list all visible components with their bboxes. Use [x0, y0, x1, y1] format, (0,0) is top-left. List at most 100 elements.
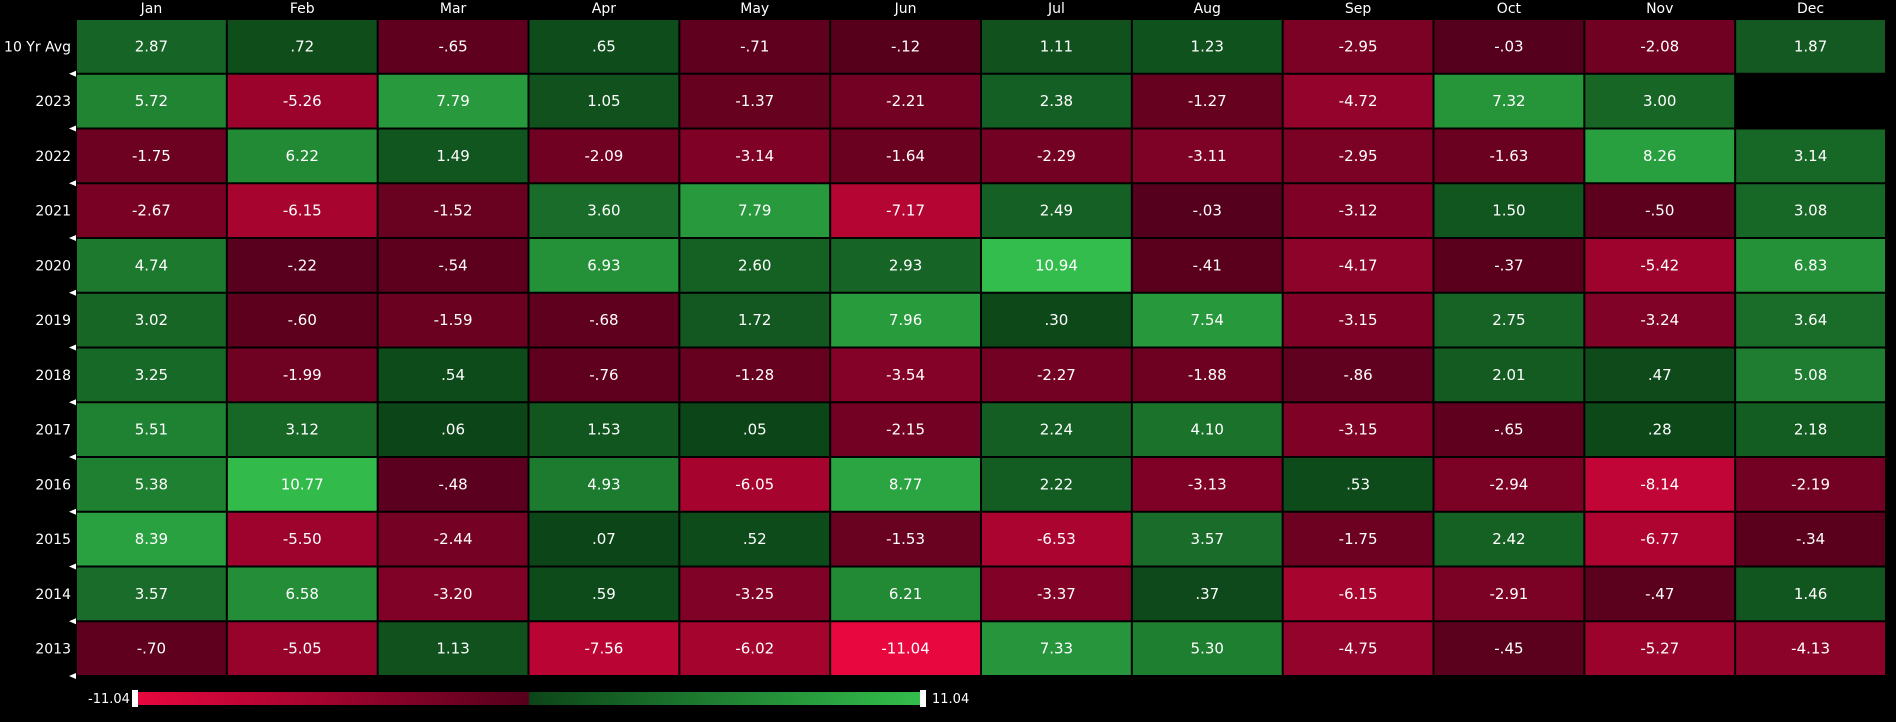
cell-2022-nov[interactable]: [1585, 129, 1735, 183]
cell-2022-dec[interactable]: [1736, 129, 1885, 183]
cell-10-yr-avg-may[interactable]: [680, 20, 830, 73]
cell-2013-dec[interactable]: [1736, 622, 1885, 675]
cell-2022-aug[interactable]: [1132, 129, 1282, 183]
cell-2020-oct[interactable]: [1434, 239, 1584, 292]
cell-2013-oct[interactable]: [1434, 622, 1584, 675]
cell-2021-jul[interactable]: [982, 184, 1131, 237]
cell-2022-jan[interactable]: [77, 129, 226, 183]
cell-2021-may[interactable]: [680, 184, 830, 237]
cell-2015-jan[interactable]: [77, 512, 226, 566]
cell-2023-may[interactable]: [680, 74, 830, 128]
cell-2014-aug[interactable]: [1132, 567, 1282, 621]
cell-2022-feb[interactable]: [227, 129, 377, 183]
cell-2020-apr[interactable]: [529, 239, 679, 292]
cell-2013-jan[interactable]: [77, 622, 226, 675]
cell-2016-jun[interactable]: [831, 458, 980, 511]
cell-2017-nov[interactable]: [1585, 403, 1735, 456]
cell-2021-nov[interactable]: [1585, 184, 1735, 237]
cell-2014-sep[interactable]: [1283, 567, 1433, 621]
cell-2023-sep[interactable]: [1283, 74, 1433, 128]
cell-2019-jul[interactable]: [982, 293, 1131, 347]
cell-2023-jul[interactable]: [982, 74, 1131, 128]
cell-10-yr-avg-jul[interactable]: [982, 20, 1131, 73]
cell-2016-dec[interactable]: [1736, 458, 1885, 511]
cell-2014-nov[interactable]: [1585, 567, 1735, 621]
cell-2023-aug[interactable]: [1132, 74, 1282, 128]
cell-2020-sep[interactable]: [1283, 239, 1433, 292]
cell-2017-sep[interactable]: [1283, 403, 1433, 456]
cell-2014-oct[interactable]: [1434, 567, 1584, 621]
cell-2017-feb[interactable]: [227, 403, 377, 456]
cell-10-yr-avg-sep[interactable]: [1283, 20, 1433, 73]
cell-2018-jul[interactable]: [982, 348, 1131, 402]
cell-2019-apr[interactable]: [529, 293, 679, 347]
cell-2022-oct[interactable]: [1434, 129, 1584, 183]
cell-10-yr-avg-apr[interactable]: [529, 20, 679, 73]
cell-2014-jun[interactable]: [831, 567, 980, 621]
cell-2014-jan[interactable]: [77, 567, 226, 621]
cell-2019-jan[interactable]: [77, 293, 226, 347]
cell-2017-dec[interactable]: [1736, 403, 1885, 456]
cell-2018-mar[interactable]: [378, 348, 528, 402]
cell-10-yr-avg-dec[interactable]: [1736, 20, 1885, 73]
cell-2014-may[interactable]: [680, 567, 830, 621]
cell-2023-oct[interactable]: [1434, 74, 1584, 128]
cell-2019-feb[interactable]: [227, 293, 377, 347]
cell-2020-mar[interactable]: [378, 239, 528, 292]
cell-2018-apr[interactable]: [529, 348, 679, 402]
cell-2022-apr[interactable]: [529, 129, 679, 183]
cell-2013-jul[interactable]: [982, 622, 1131, 675]
cell-2020-nov[interactable]: [1585, 239, 1735, 292]
cell-2013-nov[interactable]: [1585, 622, 1735, 675]
cell-2013-may[interactable]: [680, 622, 830, 675]
cell-2022-may[interactable]: [680, 129, 830, 183]
cell-2019-oct[interactable]: [1434, 293, 1584, 347]
cell-2021-aug[interactable]: [1132, 184, 1282, 237]
cell-2023-feb[interactable]: [227, 74, 377, 128]
cell-2019-mar[interactable]: [378, 293, 528, 347]
cell-2016-sep[interactable]: [1283, 458, 1433, 511]
cell-10-yr-avg-aug[interactable]: [1132, 20, 1282, 73]
cell-10-yr-avg-feb[interactable]: [227, 20, 377, 73]
cell-2015-may[interactable]: [680, 512, 830, 566]
cell-2020-feb[interactable]: [227, 239, 377, 292]
cell-2017-oct[interactable]: [1434, 403, 1584, 456]
cell-2016-nov[interactable]: [1585, 458, 1735, 511]
cell-2019-may[interactable]: [680, 293, 830, 347]
cell-10-yr-avg-jan[interactable]: [77, 20, 226, 73]
cell-2022-jul[interactable]: [982, 129, 1131, 183]
cell-2016-aug[interactable]: [1132, 458, 1282, 511]
cell-2023-jan[interactable]: [77, 74, 226, 128]
cell-2013-jun[interactable]: [831, 622, 980, 675]
cell-2016-mar[interactable]: [378, 458, 528, 511]
cell-2019-dec[interactable]: [1736, 293, 1885, 347]
cell-2018-sep[interactable]: [1283, 348, 1433, 402]
cell-2014-feb[interactable]: [227, 567, 377, 621]
cell-2013-feb[interactable]: [227, 622, 377, 675]
cell-2017-apr[interactable]: [529, 403, 679, 456]
cell-2014-jul[interactable]: [982, 567, 1131, 621]
cell-2015-jul[interactable]: [982, 512, 1131, 566]
cell-2016-oct[interactable]: [1434, 458, 1584, 511]
cell-2017-jul[interactable]: [982, 403, 1131, 456]
cell-2018-feb[interactable]: [227, 348, 377, 402]
cell-2014-apr[interactable]: [529, 567, 679, 621]
cell-2016-may[interactable]: [680, 458, 830, 511]
cell-2014-mar[interactable]: [378, 567, 528, 621]
cell-2019-aug[interactable]: [1132, 293, 1282, 347]
cell-2020-aug[interactable]: [1132, 239, 1282, 292]
cell-2015-mar[interactable]: [378, 512, 528, 566]
cell-2018-oct[interactable]: [1434, 348, 1584, 402]
legend-handle-right[interactable]: [920, 690, 926, 707]
cell-2022-jun[interactable]: [831, 129, 980, 183]
cell-2021-jan[interactable]: [77, 184, 226, 237]
cell-2021-jun[interactable]: [831, 184, 980, 237]
cell-2019-jun[interactable]: [831, 293, 980, 347]
cell-2021-mar[interactable]: [378, 184, 528, 237]
cell-2013-apr[interactable]: [529, 622, 679, 675]
cell-2017-may[interactable]: [680, 403, 830, 456]
cell-10-yr-avg-mar[interactable]: [378, 20, 528, 73]
cell-2015-oct[interactable]: [1434, 512, 1584, 566]
cell-2015-aug[interactable]: [1132, 512, 1282, 566]
cell-2020-jan[interactable]: [77, 239, 226, 292]
